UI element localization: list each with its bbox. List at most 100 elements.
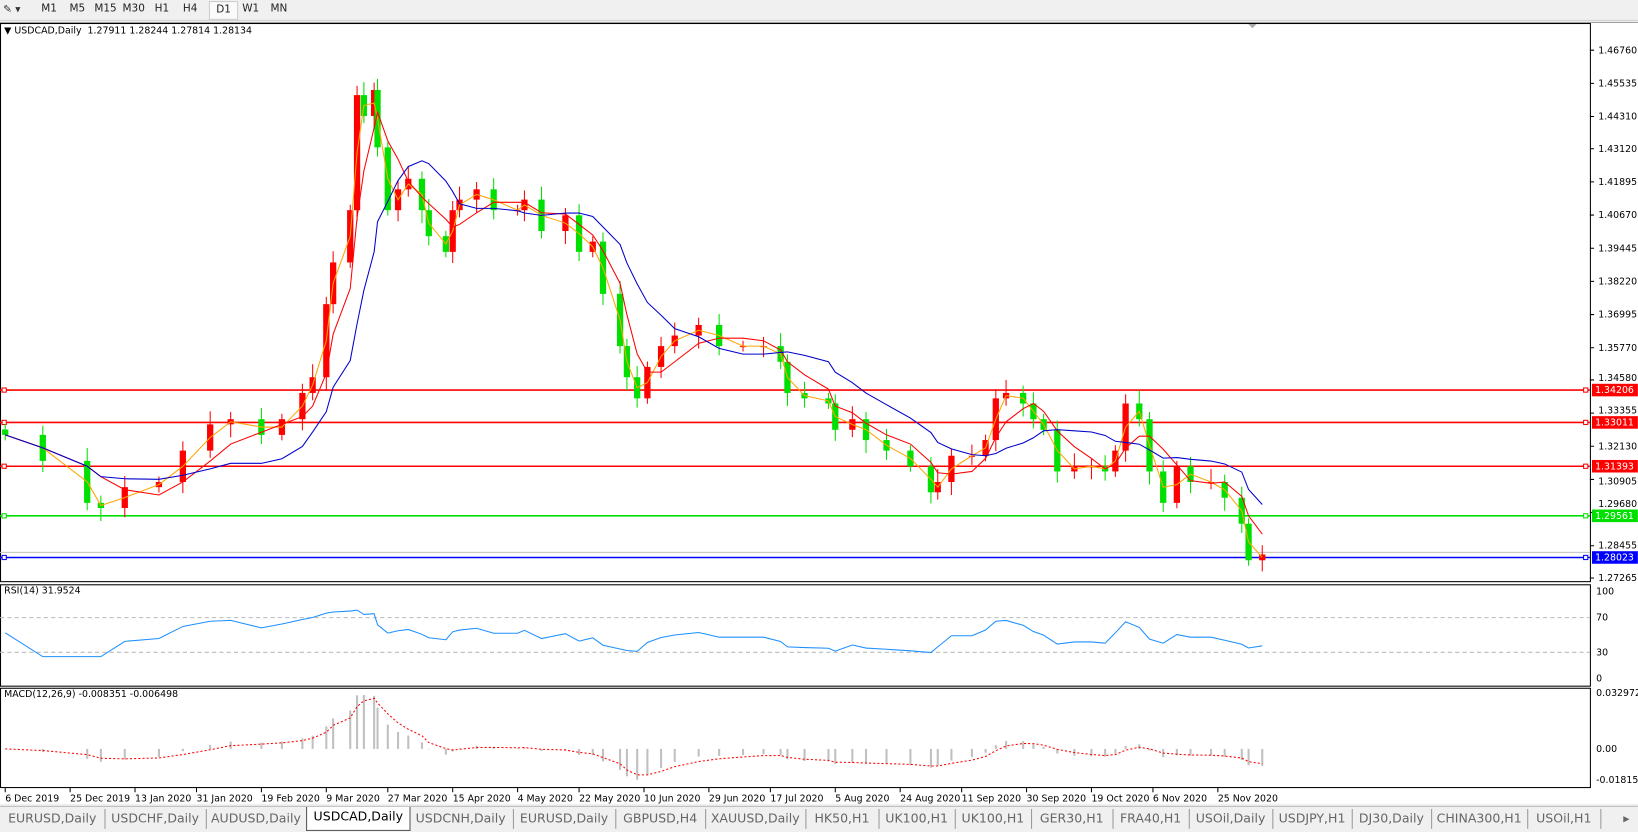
timeframe-m15[interactable]: M15 <box>94 3 117 15</box>
macd-panel-frame <box>0 687 1591 789</box>
price-tick-label: 1.27265 <box>1598 573 1637 584</box>
macd-label: MACD(12,26,9) -0.008351 -0.006498 <box>4 689 179 701</box>
line-handle <box>1 554 7 561</box>
date-tick-label: 11 Sep 2020 <box>962 794 1022 804</box>
price-tick-label: 1.34580 <box>1598 373 1637 384</box>
timeframe-w1[interactable]: W1 <box>242 3 260 15</box>
line-handle <box>1 513 7 519</box>
line-handle <box>1583 463 1589 469</box>
chart-tab[interactable]: USDCHF,Daily <box>104 808 207 829</box>
chart-tab[interactable]: GBPUSD,H4 <box>615 808 707 829</box>
timeframe-m30[interactable]: M30 <box>122 3 145 15</box>
candle-body <box>1259 554 1266 561</box>
date-tick-label: 6 Dec 2019 <box>5 794 59 804</box>
line-handle <box>1583 419 1589 426</box>
line-handle <box>1583 554 1589 561</box>
date-tick-label: 29 Jun 2020 <box>709 794 765 804</box>
tabs-scroll-right-icon[interactable]: ▸ <box>1623 811 1630 826</box>
timeframe-h1[interactable]: H1 <box>154 3 170 15</box>
timeframe-mn[interactable]: MN <box>270 3 288 15</box>
ma-slow-line <box>5 160 1263 505</box>
chart-tab[interactable]: FRA40,H1 <box>1112 808 1190 829</box>
date-tick-label: 25 Nov 2020 <box>1218 794 1278 804</box>
date-tick-label: 24 Aug 2020 <box>900 794 960 804</box>
date-tick-label: 31 Jan 2020 <box>197 794 253 804</box>
date-tick-label: 19 Feb 2020 <box>261 794 319 804</box>
macd-tick-label: 0.00 <box>1596 744 1617 755</box>
rsi-tick-label: 0 <box>1596 673 1602 684</box>
chart-tab[interactable]: AUDUSD,Daily <box>206 808 308 829</box>
chart-tab[interactable]: GER30,H1 <box>1031 808 1114 829</box>
chart-window[interactable]: 1.46760 1.45535 1.44310 1.43120 1.41895 1.406… <box>0 21 1638 805</box>
price-tick-label: 1.39445 <box>1598 243 1637 254</box>
chart-tab[interactable]: EURUSD,Daily <box>513 808 617 829</box>
rsi-line <box>4 609 1263 658</box>
price-level-badge <box>1591 509 1638 523</box>
chart-tab[interactable]: USDCNH,Daily <box>408 808 514 829</box>
date-tick-label: 22 May 2020 <box>579 794 640 804</box>
date-tick-label: 9 Mar 2020 <box>326 794 380 804</box>
date-tick-label: 27 Mar 2020 <box>388 794 448 804</box>
chart-tab[interactable]: USDJPY,H1 <box>1272 808 1353 829</box>
timeframe-h4[interactable]: H4 <box>182 3 198 15</box>
price-level-badge <box>1591 551 1638 564</box>
candle-body <box>2 429 9 435</box>
date-tick-label: 4 May 2020 <box>518 794 573 804</box>
price-level-label: 1.29561 <box>1595 511 1634 522</box>
price-level-label: 1.34206 <box>1595 385 1634 396</box>
macd-signal-line <box>5 697 1263 776</box>
chart-symbol-legend: ▼ USDCAD,Daily 1.27911 1.28244 1.27814 1… <box>4 26 252 36</box>
symbol-label: USDCAD,Daily <box>14 26 82 37</box>
timeframe-toolbar: ✎ ▾ M1 M5 M15 M30 H1 H4 D1 W1 MN <box>0 0 1638 21</box>
timeframe-m5[interactable]: M5 <box>69 3 86 15</box>
drawing-tools-icon[interactable]: ✎ ▾ <box>3 4 21 16</box>
line-handle <box>1 463 7 469</box>
timeframe-d1[interactable]: D1 <box>208 1 239 20</box>
chart-shift-marker-icon <box>1248 24 1257 29</box>
chart-tabs: EURUSD,Daily USDCHF,Daily AUDUSD,Daily USDC… <box>0 805 1638 832</box>
chart-tab[interactable]: USDCAD,Daily <box>306 806 411 831</box>
chart-tab[interactable]: USOil,Daily <box>1189 808 1274 829</box>
rsi-panel-frame <box>0 584 1591 687</box>
chart-tab[interactable]: HK50,H1 <box>805 808 880 829</box>
chart-tab[interactable]: USOil,H1 <box>1527 808 1602 829</box>
ma-mid-line <box>5 110 1263 535</box>
price-tick-label: 1.46760 <box>1598 45 1637 56</box>
date-tick-label: 6 Nov 2020 <box>1153 794 1207 804</box>
timeframe-m1[interactable]: M1 <box>41 3 57 15</box>
price-tick-label: 1.36995 <box>1598 310 1637 321</box>
collapse-arrow-icon[interactable]: ▼ <box>4 26 12 37</box>
rsi-label: RSI(14) 31.9524 <box>4 586 81 597</box>
price-tick-label: 1.44310 <box>1598 112 1637 123</box>
price-tick-label: 1.29680 <box>1598 499 1637 510</box>
price-tick-label: 1.40670 <box>1598 210 1637 221</box>
chart-tab[interactable]: CHINA300,H1 <box>1431 808 1529 829</box>
price-level-badge <box>1591 416 1638 429</box>
ma-fast-line <box>5 102 1263 558</box>
chart-tab[interactable]: UK100,H1 <box>955 808 1033 829</box>
line-handle <box>1 387 7 393</box>
ohlc-values: 1.27911 1.28244 1.27814 1.28134 <box>87 26 252 37</box>
price-level-badge <box>1591 383 1638 397</box>
date-tick-label: 13 Jan 2020 <box>135 794 191 804</box>
date-tick-label: 30 Sep 2020 <box>1027 794 1087 804</box>
price-tick-label: 1.33355 <box>1598 406 1637 417</box>
rsi-tick-label: 30 <box>1596 647 1608 658</box>
chart-tab[interactable]: DJ30,Daily <box>1352 808 1433 829</box>
main-panel-frame <box>0 22 1591 583</box>
rsi-tick-label: 100 <box>1596 587 1614 598</box>
price-tick-label: 1.41895 <box>1598 177 1637 188</box>
line-handle <box>1 419 7 426</box>
price-level-badge <box>1591 459 1638 473</box>
date-tick-label: 15 Apr 2020 <box>453 794 511 804</box>
price-chart[interactable]: 1.46760 1.45535 1.44310 1.43120 1.41895 1.406… <box>0 22 1638 805</box>
price-tick-label: 1.32130 <box>1598 441 1637 452</box>
macd-tick-label: 0.032972 <box>1596 688 1638 699</box>
price-tick-label: 1.43120 <box>1598 144 1637 155</box>
chart-tab[interactable]: XAUUSD,Daily <box>705 808 807 829</box>
price-level-label: 1.28023 <box>1595 553 1634 564</box>
price-tick-label: 1.38220 <box>1598 277 1637 288</box>
chart-tab[interactable]: EURUSD,Daily <box>0 808 106 829</box>
price-level-label: 1.31393 <box>1595 461 1634 472</box>
chart-tab[interactable]: UK100,H1 <box>879 808 956 829</box>
